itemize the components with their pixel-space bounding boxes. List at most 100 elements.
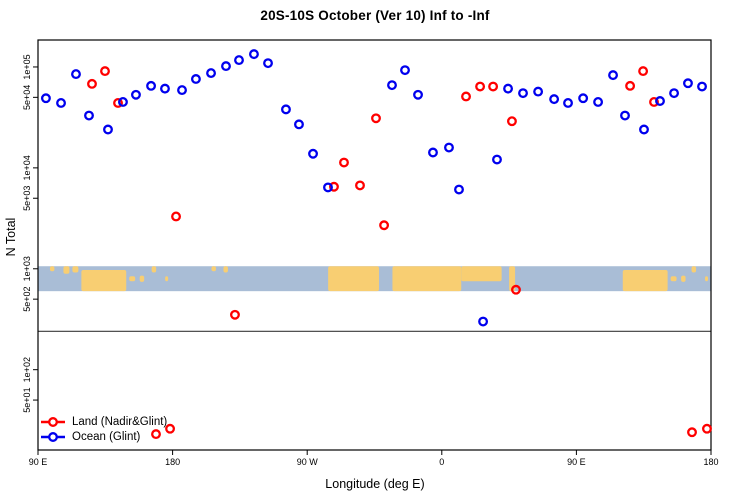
data-point-ocean: [71, 69, 81, 80]
data-point-ocean: [608, 70, 618, 81]
data-point-ocean: [593, 97, 604, 107]
legend-marker: [48, 417, 58, 427]
data-point-land: [87, 78, 97, 89]
map-band-land: [622, 269, 668, 292]
y-tick-label: 5e+02: [22, 287, 32, 312]
data-point-land: [165, 423, 176, 434]
map-band-land: [129, 276, 136, 282]
data-point-ocean: [40, 93, 51, 104]
data-point-ocean: [400, 65, 410, 76]
map-band-land: [670, 276, 677, 282]
data-point-land: [506, 116, 517, 127]
data-point-land: [230, 309, 240, 320]
x-tick-label: 180: [165, 457, 180, 467]
data-point-land: [488, 81, 499, 92]
x-tick-label: 90 E: [29, 457, 48, 467]
data-point-ocean: [503, 83, 514, 94]
map-band-land: [165, 276, 169, 282]
data-point-ocean: [518, 88, 528, 99]
legend-marker: [48, 432, 58, 442]
map-band-land: [461, 266, 502, 282]
data-point-land: [687, 427, 697, 438]
data-point-ocean: [281, 104, 291, 115]
data-point-land: [113, 97, 123, 108]
data-point-ocean: [492, 154, 502, 165]
data-point-land: [379, 220, 390, 231]
data-point-land: [371, 113, 381, 124]
data-point-ocean: [444, 142, 454, 153]
x-axis-label: Longitude (deg E): [325, 477, 425, 491]
data-point-ocean: [428, 147, 438, 158]
map-band-land: [705, 276, 709, 282]
data-point-ocean: [639, 124, 649, 135]
map-band-land: [63, 266, 70, 274]
x-tick-label: 0: [439, 457, 444, 467]
data-point-ocean: [131, 89, 141, 100]
data-point-land: [511, 284, 521, 295]
data-point-ocean: [117, 97, 128, 107]
data-point-land: [649, 97, 659, 107]
data-point-ocean: [697, 81, 707, 92]
y-tick-label: 1e+02: [22, 357, 32, 382]
data-point-ocean: [160, 83, 170, 94]
plot-border: [37, 39, 712, 451]
data-point-land: [171, 211, 181, 222]
data-point-ocean: [206, 68, 216, 79]
y-tick-label: 1e+04: [22, 155, 32, 180]
data-point-ocean: [249, 49, 259, 60]
y-tick-label: 1e+05: [22, 54, 32, 79]
data-point-ocean: [234, 55, 244, 66]
data-point-ocean: [563, 97, 573, 108]
data-point-land: [100, 66, 110, 77]
data-point-land: [355, 180, 365, 191]
x-tick-label: 180: [703, 457, 718, 467]
data-point-land: [638, 66, 649, 77]
map-band-land: [509, 266, 516, 292]
data-point-ocean: [221, 61, 231, 72]
data-point-land: [339, 157, 349, 168]
data-point-land: [625, 80, 636, 91]
map-band-land: [81, 269, 127, 292]
data-point-ocean: [478, 316, 489, 327]
data-point-ocean: [413, 89, 423, 100]
data-point-ocean: [655, 96, 665, 106]
data-point-ocean: [177, 85, 187, 96]
data-point-land: [461, 91, 471, 102]
map-band-land: [139, 275, 145, 282]
map-band-land: [681, 275, 686, 282]
map-band-land: [49, 266, 55, 272]
map-band-land: [72, 266, 79, 273]
data-point-ocean: [146, 80, 157, 91]
data-point-ocean: [669, 88, 680, 99]
legend-item-ocean-label: Ocean (Glint): [72, 431, 141, 443]
data-point-ocean: [263, 58, 273, 69]
y-tick-label: 5e+03: [22, 186, 32, 211]
data-point-ocean: [84, 110, 94, 121]
data-point-land: [151, 429, 161, 440]
map-band-land: [691, 266, 697, 273]
map-band-land: [223, 266, 228, 273]
map-band-land: [211, 266, 216, 272]
map-band-land: [392, 266, 462, 292]
legend-item-land-label: Land (Nadir&Glint): [72, 416, 168, 428]
data-point-ocean: [620, 110, 630, 121]
map-band-land: [151, 266, 157, 273]
data-point-land: [329, 181, 339, 192]
data-point-ocean: [103, 124, 113, 135]
x-tick-label: 90 W: [297, 457, 319, 467]
data-point-ocean: [56, 97, 66, 108]
data-point-ocean: [533, 86, 544, 97]
data-point-ocean: [578, 93, 589, 104]
data-point-ocean: [308, 148, 318, 159]
data-point-ocean: [323, 182, 333, 193]
data-point-land: [475, 81, 486, 92]
x-tick-label: 90 E: [567, 457, 586, 467]
data-point-ocean: [190, 74, 201, 84]
data-point-ocean: [683, 78, 693, 89]
chart-title: 20S-10S October (Ver 10) Inf to -Inf: [260, 8, 490, 23]
y-tick-label: 1e+03: [22, 256, 32, 281]
data-point-ocean: [549, 94, 560, 105]
data-point-land: [702, 423, 712, 434]
